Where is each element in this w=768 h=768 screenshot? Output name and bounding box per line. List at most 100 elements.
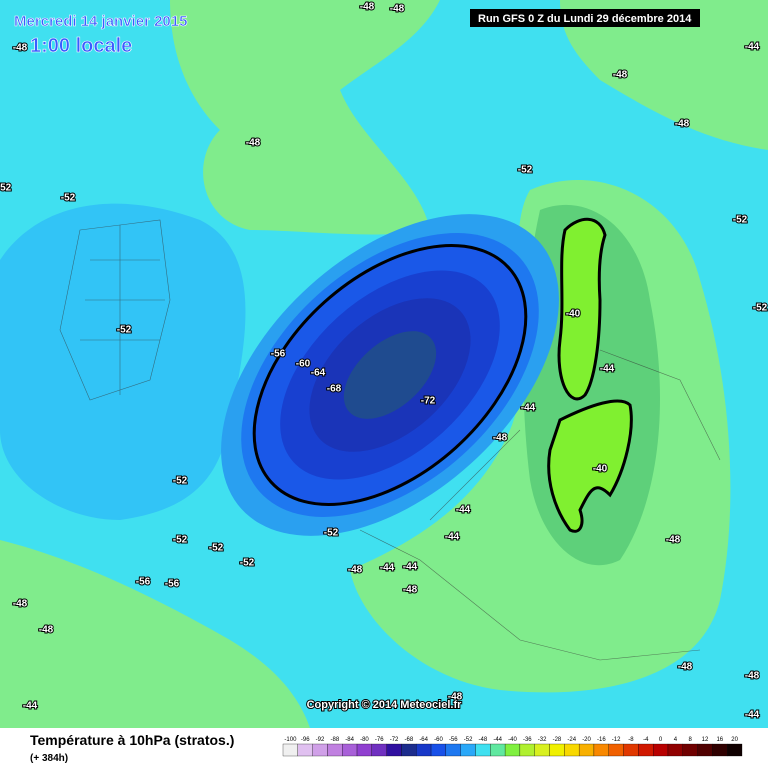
colorbar-tick-label: -88: [330, 737, 339, 743]
colorbar-tick-label: -76: [375, 737, 384, 743]
colorbar-swatch: [312, 743, 328, 757]
contour-label: -48: [13, 599, 28, 610]
colorbar-tick-label: -64: [419, 737, 428, 743]
contour-label: -56: [136, 577, 151, 588]
contour-label: -48: [348, 565, 363, 576]
contour-label: -52: [240, 558, 255, 569]
colorbar-tick-label: -80: [360, 737, 369, 743]
contour-label: -52: [0, 183, 12, 194]
colorbar-swatch: [460, 743, 476, 757]
contour-label: -44: [456, 505, 471, 516]
contour-label: -44: [23, 701, 38, 712]
contour-label: -48: [678, 662, 693, 673]
colorbar-swatch: [416, 743, 432, 757]
contour-label: -44: [403, 562, 418, 573]
contour-label: -48: [39, 625, 54, 636]
colorbar-swatch: [608, 743, 624, 757]
contour-label: -40: [593, 464, 608, 475]
colorbar-tick-label: -24: [567, 737, 576, 743]
colorbar-swatch: [534, 743, 550, 757]
contour-label: -48: [403, 585, 418, 596]
colorbar-tick-label: -44: [493, 737, 502, 743]
contour-label: -52: [173, 535, 188, 546]
contour-label: -44: [745, 710, 760, 721]
colorbar-tick-label: -16: [597, 737, 606, 743]
run-box: [470, 9, 700, 27]
colorbar-tick-label: -48: [479, 737, 488, 743]
contour-label: -56: [271, 349, 286, 360]
contour-label: -72: [421, 396, 436, 407]
colorbar-swatch: [386, 743, 402, 757]
colorbar-swatch: [578, 743, 595, 757]
contour-label: -56: [165, 579, 180, 590]
contour-label: -52: [753, 303, 768, 314]
colorbar-tick-label: -92: [316, 737, 325, 743]
contour-label: -44: [380, 563, 395, 574]
contour-label: -40: [566, 309, 581, 320]
contour-label: -48: [390, 4, 405, 15]
colorbar-tick-label: -32: [538, 737, 547, 743]
colorbar-swatch: [727, 743, 743, 757]
colorbar-tick-label: -72: [390, 737, 399, 743]
colorbar-swatch: [638, 743, 654, 757]
contour-label: -48: [448, 692, 463, 703]
colorbar-tick-label: 8: [689, 737, 693, 743]
colorbar-swatch: [430, 743, 447, 757]
colorbar-tick-label: -68: [405, 737, 414, 743]
contour-label: -44: [600, 364, 615, 375]
colorbar-swatch: [356, 743, 372, 757]
colorbar-tick-label: -56: [449, 737, 458, 743]
colorbar-swatch: [504, 743, 521, 757]
colorbar-swatch: [297, 743, 313, 757]
contour-label: -52: [324, 528, 339, 539]
colorbar-swatch: [564, 743, 580, 757]
colorbar-tick-label: -100: [284, 737, 297, 743]
colorbar-tick-label: 20: [731, 737, 738, 743]
footer-lead: (+ 384h): [30, 753, 68, 764]
contour-labels: -48 -48 -48 -52 -52 -48 -48 -48 -44 -52 -52 -52 -52 -…: [0, 1, 768, 722]
colorbar-tick-label: -8: [628, 737, 634, 743]
forecast-time: 1:00 locale: [30, 35, 132, 57]
colorbar-tick-label: -36: [523, 737, 532, 743]
colorbar-swatch: [475, 743, 491, 757]
contour-label: -48: [666, 535, 681, 546]
footer-title: Température à 10hPa (stratos.): [30, 732, 234, 748]
contour-label: -52: [61, 193, 76, 204]
colorbar-swatch: [682, 743, 698, 757]
colorbar-swatch: [327, 743, 343, 757]
contour-label: -48: [246, 138, 261, 149]
colorbar-swatch: [593, 743, 609, 757]
contour-label: -68: [327, 384, 342, 395]
contour-label: -52: [173, 476, 188, 487]
contour-label: -52: [117, 325, 132, 336]
contour-label: -48: [745, 671, 760, 682]
colorbar-swatch: [519, 743, 535, 757]
colorbar-swatch: [371, 743, 387, 757]
colorbar-swatch: [401, 743, 417, 757]
colorbar-tick-label: 16: [716, 737, 723, 743]
contour-label: -44: [445, 532, 460, 543]
colorbar-swatch: [342, 743, 358, 757]
contour-label: -48: [613, 70, 628, 81]
colorbar-tick-label: -40: [508, 737, 517, 743]
contour-label: -44: [521, 403, 536, 414]
run-info: Run GFS 0 Z du Lundi 29 décembre 2014: [478, 13, 692, 25]
forecast-date: Mercredi 14 janvier 2015: [14, 13, 187, 30]
colorbar-tick-label: -4: [643, 737, 649, 743]
contour-label: -44: [745, 42, 760, 53]
contour-label: -60: [296, 359, 311, 370]
map-background: [0, 0, 768, 728]
colorbar-swatch: [712, 743, 728, 757]
colorbar-swatch: [445, 743, 461, 757]
contour-label: -48: [675, 119, 690, 130]
colorbar-tick-label: -28: [553, 737, 562, 743]
colorbar-swatch: [549, 743, 565, 757]
colorbar-tick-label: -60: [434, 737, 443, 743]
colorbar-tick-label: -52: [464, 737, 473, 743]
contour-label: -64: [311, 368, 326, 379]
colorbar-tick-label: -84: [345, 737, 354, 743]
colorbar-swatch: [697, 743, 713, 757]
contour-label: -52: [209, 543, 224, 554]
colorbar-swatch: [667, 743, 683, 757]
